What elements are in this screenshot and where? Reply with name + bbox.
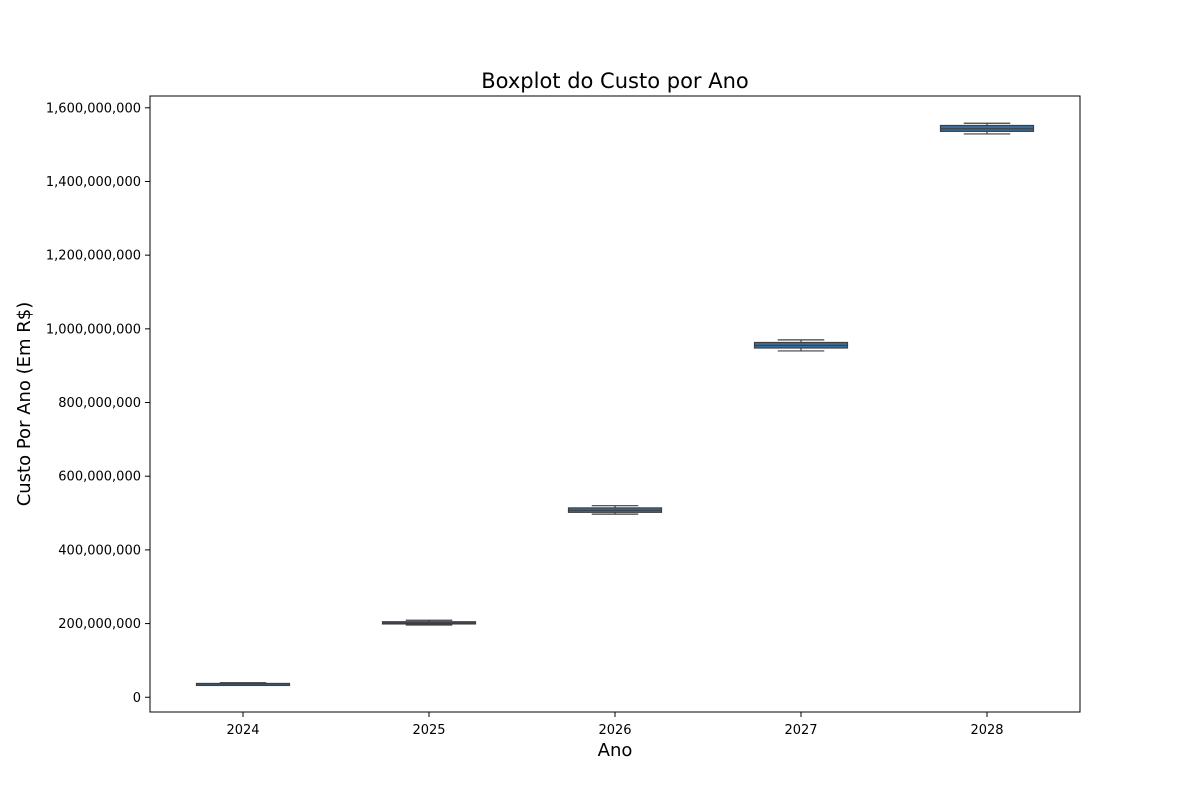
y-tick-label: 1,200,000,000	[46, 249, 141, 264]
box-2025	[381, 619, 477, 626]
x-tick-label: 2026	[598, 723, 631, 738]
box-2027	[753, 339, 849, 352]
box-2024	[195, 682, 291, 687]
x-tick-label: 2027	[784, 723, 817, 738]
x-axis-label: Ano	[598, 740, 633, 761]
y-tick-label: 200,000,000	[58, 617, 141, 632]
y-tick-label: 1,600,000,000	[46, 101, 141, 116]
y-tick-label: 1,000,000,000	[46, 322, 141, 337]
y-axis-label: Custo Por Ano (Em R$)	[14, 302, 35, 507]
y-tick-label: 600,000,000	[58, 470, 141, 485]
y-tick-label: 1,400,000,000	[46, 175, 141, 190]
x-tick-label: 2025	[412, 723, 445, 738]
axis-ticks: 0 200,000,000 400,000,000 600,000,000 800,00…	[46, 101, 1004, 738]
y-tick-label: 0	[133, 691, 141, 706]
plot-frame	[149, 95, 1081, 713]
chart-title: Boxplot do Custo por Ano	[481, 69, 749, 93]
x-tick-label: 2024	[226, 723, 259, 738]
box-2028	[939, 122, 1035, 135]
plot-marks	[195, 122, 1035, 687]
y-tick-label: 800,000,000	[58, 396, 141, 411]
x-tick-label: 2028	[970, 723, 1003, 738]
box-2026	[567, 505, 663, 515]
y-tick-label: 400,000,000	[58, 543, 141, 558]
